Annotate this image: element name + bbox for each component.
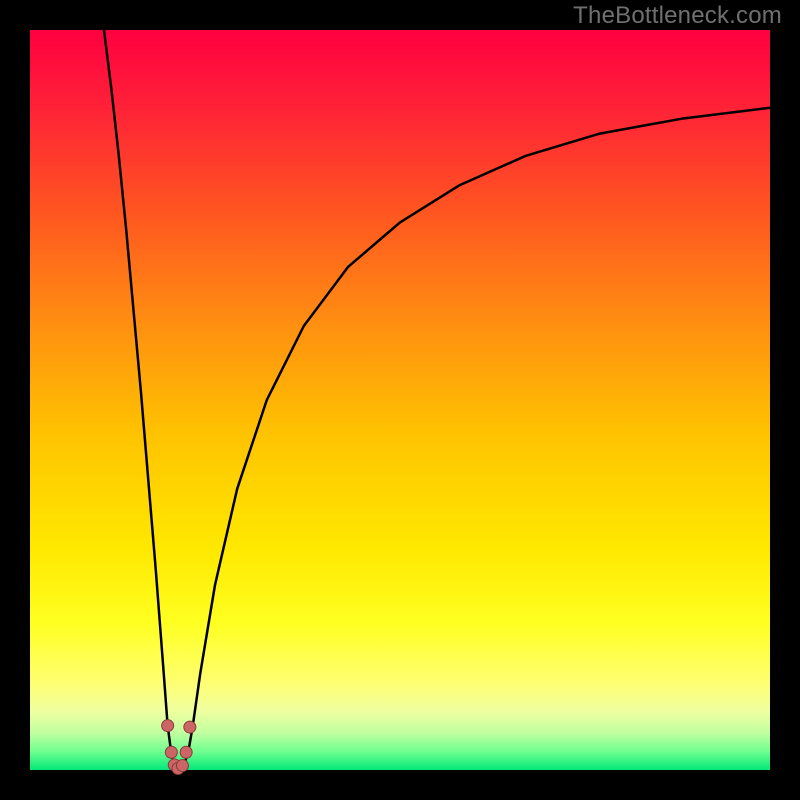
curve-marker: [176, 760, 188, 772]
watermark-text: TheBottleneck.com: [573, 2, 782, 30]
curve-marker: [162, 720, 174, 732]
plot-area: [30, 30, 770, 770]
curve-layer: [30, 30, 770, 770]
curve-marker: [180, 746, 192, 758]
curve-marker: [184, 721, 196, 733]
chart-stage: TheBottleneck.com: [0, 0, 800, 800]
curve-marker: [165, 746, 177, 758]
